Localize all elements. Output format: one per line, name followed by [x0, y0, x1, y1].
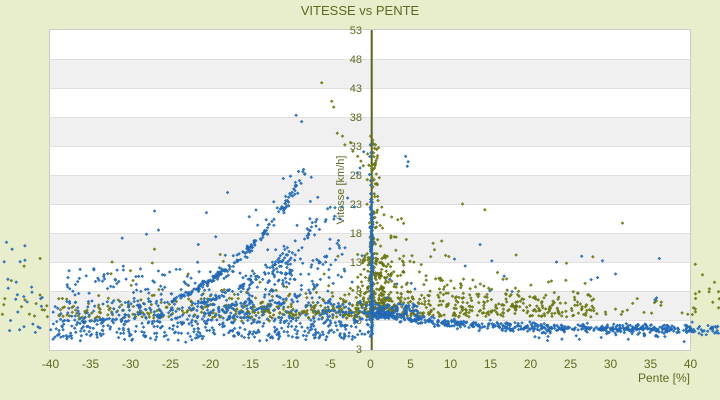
svg-text:13: 13 [350, 257, 362, 269]
svg-text:48: 48 [350, 54, 362, 66]
svg-text:3: 3 [356, 315, 362, 327]
svg-text:35: 35 [644, 357, 658, 371]
svg-text:10: 10 [444, 357, 458, 371]
svg-text:30: 30 [604, 357, 618, 371]
svg-text:43: 43 [350, 83, 362, 95]
svg-text:28: 28 [350, 170, 362, 182]
svg-text:Vitesse [km/h]: Vitesse [km/h] [335, 156, 347, 225]
svg-text:-25: -25 [162, 357, 180, 371]
svg-text:23: 23 [350, 199, 362, 211]
svg-text:20: 20 [524, 357, 538, 371]
svg-text:40: 40 [684, 357, 698, 371]
svg-text:5: 5 [407, 357, 414, 371]
svg-text:-15: -15 [242, 357, 260, 371]
svg-text:0: 0 [367, 357, 374, 371]
svg-text:25: 25 [564, 357, 578, 371]
svg-text:Pente [%]: Pente [%] [638, 371, 690, 385]
svg-text:-35: -35 [82, 357, 100, 371]
svg-text:-10: -10 [282, 357, 300, 371]
svg-text:53: 53 [350, 25, 362, 37]
svg-text:18: 18 [350, 228, 362, 240]
svg-text:3: 3 [356, 344, 362, 356]
svg-text:VITESSE vs PENTE: VITESSE vs PENTE [301, 3, 420, 18]
svg-text:-5: -5 [325, 357, 336, 371]
svg-text:-30: -30 [122, 357, 140, 371]
svg-text:-20: -20 [202, 357, 220, 371]
svg-text:38: 38 [350, 112, 362, 124]
svg-text:15: 15 [484, 357, 498, 371]
svg-text:-40: -40 [42, 357, 60, 371]
